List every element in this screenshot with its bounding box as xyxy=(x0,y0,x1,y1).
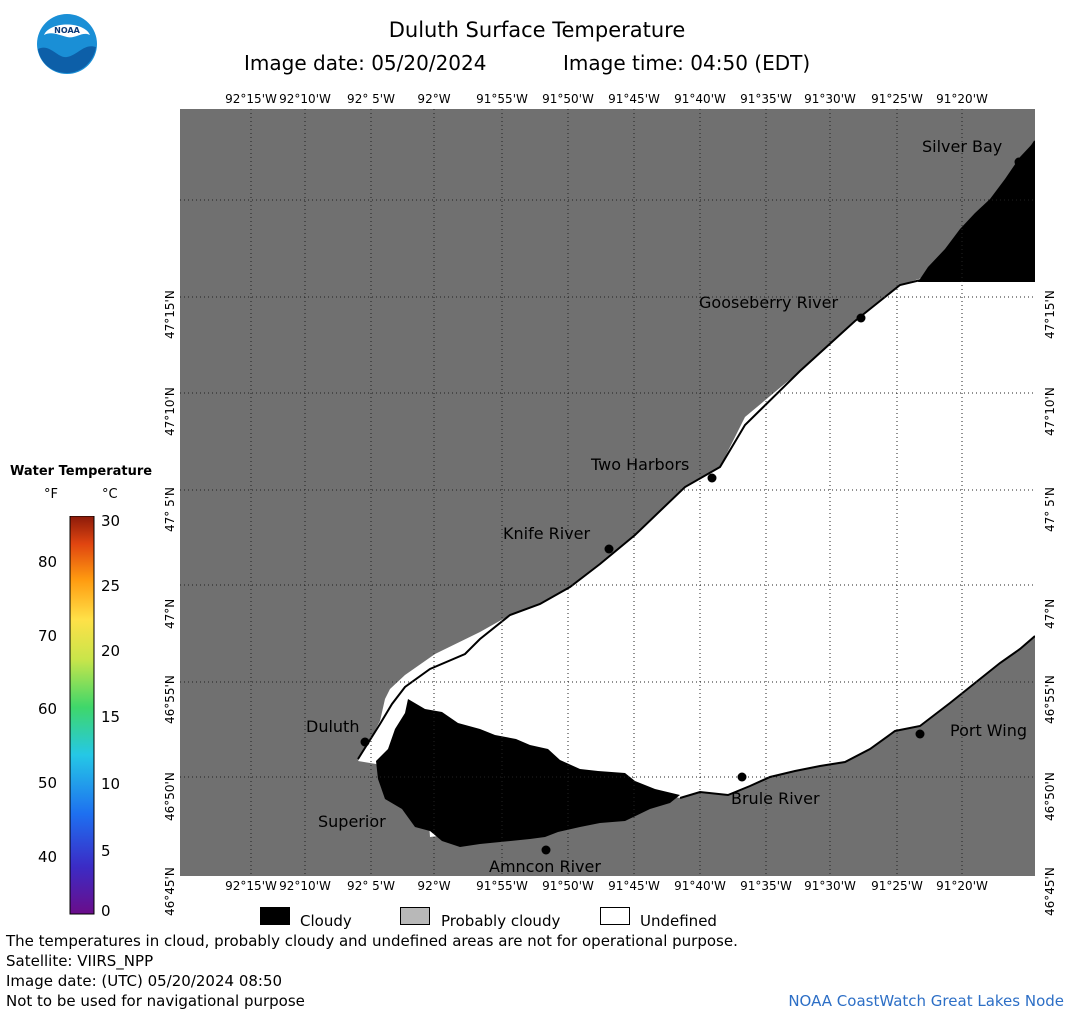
celsius-tick: 20 xyxy=(101,642,121,660)
page-title: Duluth Surface Temperature xyxy=(388,18,686,42)
south-shore-coastline xyxy=(679,635,1035,799)
longitude-label: 91°35'W xyxy=(740,92,792,106)
longitude-label: 92° 5'W xyxy=(347,92,395,106)
footer-note: The temperatures in cloud, probably clou… xyxy=(6,932,738,950)
latitude-label: 47°15'N xyxy=(1043,290,1057,339)
image-date: Image date: 05/20/2024 xyxy=(244,51,487,75)
credit-link[interactable]: NOAA CoastWatch Great Lakes Node xyxy=(788,992,1064,1010)
longitude-label: 91°50'W xyxy=(542,92,594,106)
legend-unit-c: °C xyxy=(102,487,118,502)
north-shore-coastline xyxy=(357,140,1035,760)
celsius-tick: 0 xyxy=(101,902,111,920)
place-label: Brule River xyxy=(731,789,820,808)
cloudy-area-southwest xyxy=(376,699,680,847)
place-marker xyxy=(707,473,717,483)
noaa-logo-icon: NOAA xyxy=(37,14,97,74)
place-label: Silver Bay xyxy=(922,137,1003,156)
place-label: Superior xyxy=(318,812,386,831)
longitude-label: 91°25'W xyxy=(871,92,923,106)
latitude-label: 47°10'N xyxy=(163,387,177,436)
latitude-label: 46°55'N xyxy=(1043,675,1057,724)
place-marker xyxy=(737,772,747,782)
celsius-tick: 10 xyxy=(101,775,121,793)
latitude-label: 46°45'N xyxy=(1043,867,1057,916)
place-label: Amncon River xyxy=(489,857,601,876)
latitude-label: 47°10'N xyxy=(1043,387,1057,436)
longitude-label: 92°W xyxy=(417,879,451,893)
latitude-label: 47°N xyxy=(163,598,177,629)
place-label: Gooseberry River xyxy=(699,293,839,312)
longitude-label: 91°30'W xyxy=(804,92,856,106)
celsius-tick: 15 xyxy=(101,708,121,726)
place-marker xyxy=(604,544,614,554)
place-label: Duluth xyxy=(306,717,360,736)
fahrenheit-tick: 80 xyxy=(38,553,58,571)
latitude-label: 46°50'N xyxy=(1043,772,1057,821)
longitude-label: 91°35'W xyxy=(740,879,792,893)
temperature-colorbar xyxy=(69,516,95,915)
footer-utc-date: Image date: (UTC) 05/20/2024 08:50 xyxy=(6,972,283,990)
probably-cloudy-key-label: Probably cloudy xyxy=(441,912,561,930)
place-label: Port Wing xyxy=(950,721,1028,740)
longitude-label: 92°15'W xyxy=(225,92,277,106)
footer-nav-warning: Not to be used for navigational purpose xyxy=(6,992,305,1010)
fahrenheit-tick: 70 xyxy=(38,627,58,645)
probably-cloudy-swatch xyxy=(400,907,430,925)
fahrenheit-tick: 40 xyxy=(38,848,58,866)
longitude-label: 91°50'W xyxy=(542,879,594,893)
undefined-key-label: Undefined xyxy=(640,912,717,930)
fahrenheit-tick: 60 xyxy=(38,700,58,718)
place-marker xyxy=(393,795,403,805)
celsius-tick: 5 xyxy=(101,842,111,860)
place-label: Knife River xyxy=(503,524,591,543)
longitude-label: 91°55'W xyxy=(476,879,528,893)
longitude-label: 91°30'W xyxy=(804,879,856,893)
longitude-label: 91°20'W xyxy=(936,879,988,893)
longitude-label: 91°25'W xyxy=(871,879,923,893)
longitude-label: 91°40'W xyxy=(674,92,726,106)
longitude-label: 91°55'W xyxy=(476,92,528,106)
cloudy-area-northeast xyxy=(918,141,1035,282)
longitude-label: 92°W xyxy=(417,92,451,106)
cloudy-swatch xyxy=(260,907,290,925)
undefined-swatch xyxy=(600,907,630,925)
place-marker xyxy=(541,845,551,855)
graticule xyxy=(180,109,1035,876)
cloudy-key-label: Cloudy xyxy=(300,912,352,930)
latitude-label: 47° 5'N xyxy=(163,487,177,532)
longitude-label: 91°40'W xyxy=(674,879,726,893)
latitude-label: 47° 5'N xyxy=(1043,487,1057,532)
footer-satellite: Satellite: VIIRS_NPP xyxy=(6,952,154,970)
place-markers xyxy=(360,157,1024,855)
celsius-tick: 25 xyxy=(101,577,121,595)
longitude-label: 92°10'W xyxy=(279,879,331,893)
latitude-label: 46°50'N xyxy=(163,772,177,821)
logo-text: NOAA xyxy=(54,26,80,35)
place-label: Two Harbors xyxy=(591,455,690,474)
legend-title: Water Temperature xyxy=(10,464,153,479)
longitude-label: 91°20'W xyxy=(936,92,988,106)
celsius-tick: 30 xyxy=(101,512,121,530)
longitude-label: 92° 5'W xyxy=(347,879,395,893)
lake-undefined-area xyxy=(358,277,1035,837)
latitude-label: 46°55'N xyxy=(163,675,177,724)
image-time: Image time: 04:50 (EDT) xyxy=(563,51,811,75)
place-marker xyxy=(915,729,925,739)
longitude-label: 92°15'W xyxy=(225,879,277,893)
latitude-label: 46°45'N xyxy=(163,867,177,916)
map-area xyxy=(180,109,1035,876)
latitude-label: 47°15'N xyxy=(163,290,177,339)
longitude-label: 92°10'W xyxy=(279,92,331,106)
place-marker xyxy=(360,737,370,747)
place-marker xyxy=(1014,157,1024,167)
fahrenheit-tick: 50 xyxy=(38,774,58,792)
place-marker xyxy=(856,313,866,323)
longitude-label: 91°45'W xyxy=(608,92,660,106)
latitude-label: 47°N xyxy=(1043,598,1057,629)
legend-unit-f: °F xyxy=(44,487,58,502)
longitude-label: 91°45'W xyxy=(608,879,660,893)
